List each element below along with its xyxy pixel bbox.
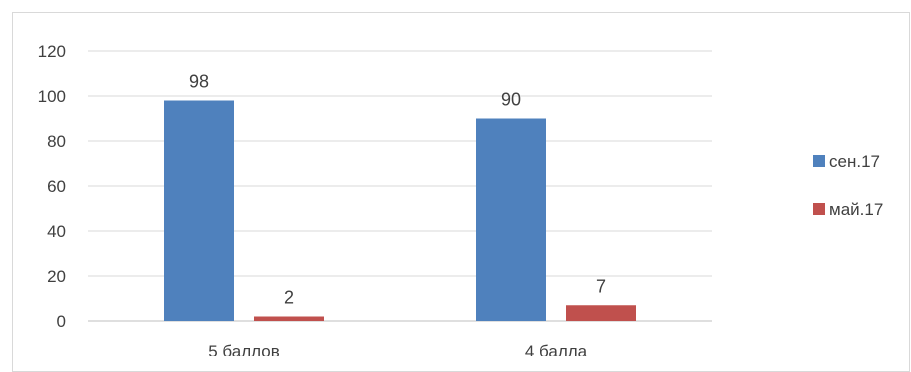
bar bbox=[566, 305, 636, 321]
legend-label: сен.17 bbox=[829, 152, 880, 171]
y-tick-label: 80 bbox=[47, 132, 66, 151]
data-labels: 98 2 90 7 bbox=[189, 72, 606, 308]
legend-label: май.17 bbox=[829, 200, 883, 219]
data-label: 90 bbox=[501, 90, 521, 110]
data-label: 2 bbox=[284, 288, 294, 308]
y-axis: 0 20 40 60 80 100 120 bbox=[38, 42, 66, 331]
legend-swatch bbox=[813, 155, 825, 167]
bar bbox=[164, 100, 234, 321]
x-tick-label: 4 балла bbox=[525, 342, 588, 356]
y-tick-label: 20 bbox=[47, 267, 66, 286]
legend-swatch bbox=[813, 203, 825, 215]
data-label: 7 bbox=[596, 276, 606, 296]
bar bbox=[254, 316, 324, 321]
data-label: 98 bbox=[189, 72, 209, 92]
y-tick-label: 60 bbox=[47, 177, 66, 196]
bar-chart: 0 20 40 60 80 100 120 98 2 90 7 5 баллов 4 балла с… bbox=[38, 42, 884, 356]
chart-frame bbox=[12, 12, 910, 372]
y-tick-label: 120 bbox=[38, 42, 66, 61]
bars bbox=[164, 100, 636, 321]
y-tick-label: 40 bbox=[47, 222, 66, 241]
legend: сен.17 май.17 bbox=[813, 152, 883, 219]
y-tick-label: 100 bbox=[38, 87, 66, 106]
x-tick-label: 5 баллов bbox=[208, 342, 280, 356]
y-tick-label: 0 bbox=[57, 312, 66, 331]
bar bbox=[476, 118, 546, 321]
x-axis: 5 баллов 4 балла bbox=[208, 342, 587, 356]
